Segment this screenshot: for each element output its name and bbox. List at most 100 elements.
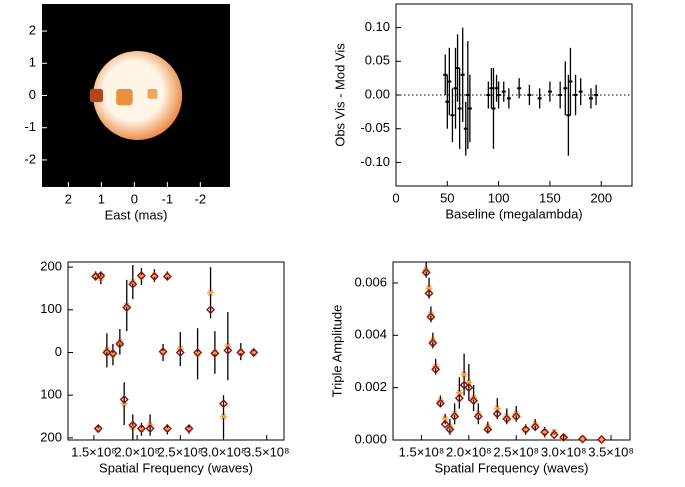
data-point [563,87,568,90]
data-point [486,94,491,96]
model-point [184,423,194,433]
x-tick-label: -1 [162,191,174,206]
x-tick-label: 3.5×10⁸ [588,444,634,459]
observed-point [460,371,468,378]
data-point [537,97,542,100]
model-point [450,411,460,421]
y-tick-label: 0.004 [354,327,387,342]
x-tick-label: 1.5×10⁸ [399,444,445,459]
model-point [578,434,588,444]
model-point [93,423,103,433]
y-tick-label: 0.006 [354,274,387,289]
y-tick-label: 0.05 [365,53,390,68]
model-point [597,434,607,444]
data-point [566,114,571,117]
data-point [457,107,462,110]
model-point [158,347,168,357]
model-point [530,422,540,432]
y-tick-label: 0.10 [365,19,390,34]
data-point [573,94,578,96]
model-point [210,348,220,358]
data-point [496,94,501,96]
x-tick-label: 2 [65,191,72,206]
y-tick-label: -2 [24,151,36,166]
model-point [431,364,441,374]
model-point [136,423,146,433]
model-point [175,348,185,357]
plot-frame [67,261,285,441]
x-tick-label: 3.0×10⁸ [541,444,587,459]
data-point [547,90,552,93]
model-point [473,411,483,421]
data-point [450,114,455,117]
data-point [463,127,468,130]
model-point [162,272,172,282]
x-tick-label: 2.5×10⁸ [493,444,539,459]
model-point [128,279,138,289]
y-axis-label: Triple Amplitude [329,305,344,398]
model-point [223,345,233,355]
model-point [206,305,216,315]
y-tick-label: 200 [40,429,62,444]
x-tick-label: 3.0×10⁸ [201,444,247,459]
data-point [517,87,522,90]
y-tick-label: 100 [40,387,62,402]
model-point [249,348,259,357]
model-point [149,272,159,282]
x-tick-label: 100 [488,190,510,205]
observed-point [441,415,449,423]
panel: 0 50 100 150 200 -0.10 -0.05 0.00 0.05 0.10 Baseli… [332,3,633,221]
model-point [96,271,106,281]
data-point [455,67,460,70]
surface-spot [147,88,158,99]
data-point [467,107,472,110]
observed-point [207,289,215,296]
model-point [108,348,118,358]
model-point [128,420,138,430]
x-tick-label: -2 [195,191,207,206]
x-tick-label: 2.5×10⁸ [158,444,204,459]
model-point [469,396,479,406]
data-point [558,94,563,96]
observed-point [455,389,463,397]
model-point [145,423,155,433]
model-point [483,425,493,435]
x-tick-label: 2.0×10⁸ [114,444,160,459]
model-point [492,409,502,419]
model-point [426,312,436,322]
model-point [421,267,431,277]
data-point [506,97,511,100]
x-tick-label: 150 [539,190,561,205]
x-axis-label: Baseline (megalambda) [445,206,582,221]
model-point [464,383,474,393]
model-point [122,303,132,313]
x-tick-label: 2.0×10⁸ [446,444,492,459]
model-point [115,339,125,349]
stellar-disk [93,50,183,141]
model-point [559,432,569,442]
model-point [549,430,559,440]
model-point [445,425,455,435]
model-point [193,348,203,357]
data-point [588,97,593,100]
y-tick-label: 2 [29,23,36,38]
surface-spot [89,88,104,103]
data-point [578,90,583,93]
data-point [453,87,458,90]
data-point [494,87,499,90]
data-point [527,94,532,96]
x-axis-label: East (mas) [105,207,168,222]
y-tick-label: 0 [29,87,36,102]
data-point [568,80,573,83]
model-point [219,399,229,409]
x-tick-label: 3.5×10⁸ [244,444,290,459]
y-tick-label: 0.00 [365,86,390,101]
model-point [440,419,450,429]
surface-spot [116,88,133,106]
data-point [443,73,448,76]
model-point [511,411,521,421]
y-tick-label: 0 [55,344,62,359]
x-tick-label: 1 [98,191,105,206]
model-point [424,288,434,298]
